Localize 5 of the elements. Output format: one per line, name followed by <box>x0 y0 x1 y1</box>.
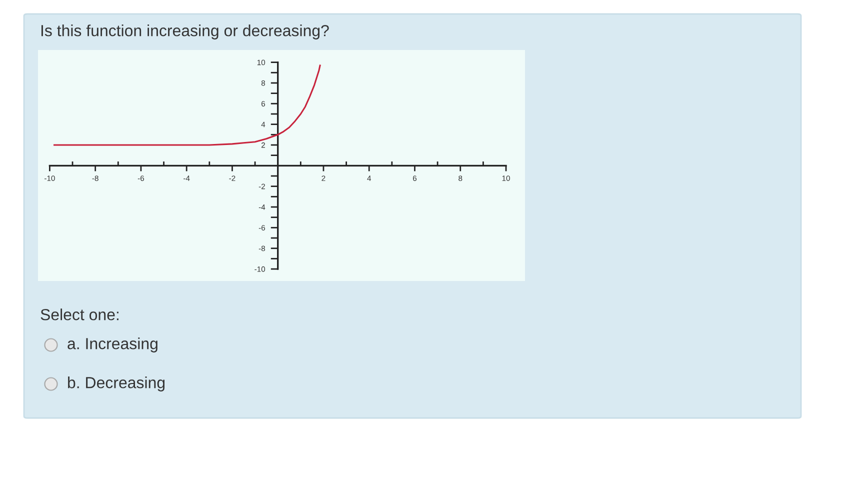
text: a. Increasing <box>68 338 158 352</box>
line-series <box>54 64 321 146</box>
chart-title: Is this function increasing or decreasing? <box>41 24 329 40</box>
text: b. Decreasing <box>68 376 165 392</box>
text: Select one: <box>40 308 118 320</box>
